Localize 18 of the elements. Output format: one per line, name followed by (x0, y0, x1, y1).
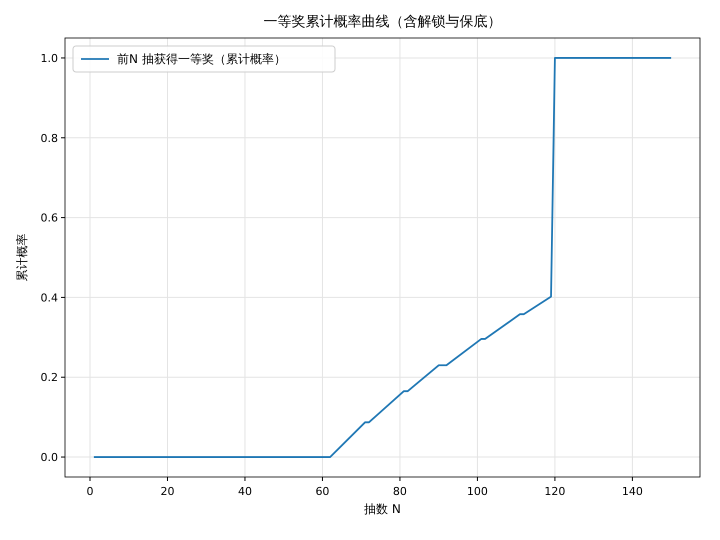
legend-label: 前N 抽获得一等奖（累计概率） (117, 52, 286, 66)
y-tick-label: 0.8 (40, 132, 58, 145)
x-tick-label: 0 (86, 485, 94, 498)
y-axis-title: 累计概率 (15, 234, 29, 282)
x-tick-label: 140 (622, 485, 643, 498)
y-tick-label: 0.2 (40, 371, 58, 384)
x-tick-label: 100 (466, 485, 488, 498)
chart-title: 一等奖累计概率曲线（含解锁与保底） (264, 14, 502, 30)
x-axis-title: 抽数 N (364, 502, 401, 516)
x-tick-label: 20 (160, 485, 174, 498)
x-tick-label: 120 (544, 485, 566, 498)
x-tick-label: 40 (238, 485, 252, 498)
x-tick-label: 80 (392, 485, 407, 498)
x-tick-label: 60 (315, 485, 330, 498)
y-tick-label: 1.0 (40, 52, 58, 65)
y-tick-label: 0.0 (40, 451, 58, 464)
y-tick-label: 0.6 (40, 212, 58, 225)
y-tick-label: 0.4 (40, 291, 58, 304)
